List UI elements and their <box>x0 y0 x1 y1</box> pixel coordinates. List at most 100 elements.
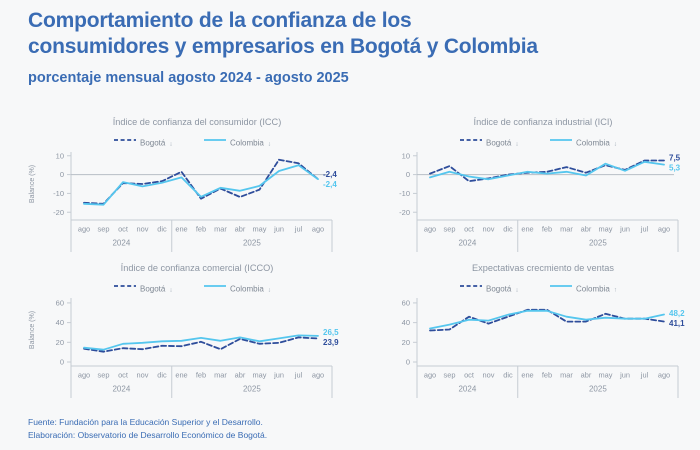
month-label: ago <box>312 225 324 234</box>
month-label: oct <box>118 225 128 234</box>
month-label: nov <box>483 225 495 234</box>
month-label: sep <box>98 225 110 234</box>
chart-legend: Bogotá ↓ Colombia ↓ <box>460 139 617 148</box>
y-tick-label: 20 <box>56 338 64 347</box>
year-label: 2024 <box>458 239 476 248</box>
y-axis-title: Balance (%) <box>29 165 36 203</box>
month-label: dic <box>503 225 513 234</box>
y-tick-label: -20 <box>399 208 410 217</box>
y-tick-label: 40 <box>402 318 410 327</box>
legend-label-colombia: Colombia ↓ <box>576 139 617 148</box>
trend-down-arrow-icon: ↓ <box>268 287 271 294</box>
legend-label-bogota: Bogotá ↓ <box>486 285 519 294</box>
chart-canvas: Índice de confianza del consumidor (ICC)… <box>29 117 337 252</box>
month-label: abr <box>581 371 592 380</box>
series-line-bogota <box>83 336 319 353</box>
month-label: jul <box>640 371 649 380</box>
month-label: jun <box>619 225 630 234</box>
month-label: jul <box>294 371 303 380</box>
month-label: nov <box>137 225 149 234</box>
trend-down-arrow-icon: ↓ <box>515 287 518 294</box>
end-value-label-bogota: -2,4 <box>323 170 337 179</box>
y-tick-label: 40 <box>56 318 64 327</box>
month-label: ene <box>521 371 533 380</box>
month-label: may <box>253 371 267 380</box>
chart-canvas: Índice de confianza comercial (ICCO) Bogo… <box>29 263 339 398</box>
month-label: ene <box>521 225 533 234</box>
legend-label-colombia: Colombia ↓ <box>230 285 271 294</box>
legend-label-bogota: Bogotá ↓ <box>140 285 173 294</box>
end-value-label-colombia: 26,5 <box>323 328 339 337</box>
footer-source: Fuente: Fundación para la Educación Supe… <box>28 417 263 427</box>
month-label: nov <box>137 371 149 380</box>
chart-title: Índice de confianza del consumidor (ICC) <box>113 117 282 127</box>
y-tick-label: -10 <box>399 189 410 198</box>
y-tick-label: 10 <box>56 151 64 160</box>
end-value-label-bogota: 41,1 <box>669 319 685 328</box>
chart-canvas: Índice de confianza industrial (ICI) Bogo… <box>399 117 681 252</box>
month-label: ene <box>175 371 187 380</box>
series-line-colombia <box>429 309 665 330</box>
chart-sales-growth-expectations: Expectativas crecmiento de ventas Bogotá ↓… <box>360 258 695 403</box>
y-tick-label: 20 <box>402 338 410 347</box>
month-label: abr <box>581 225 592 234</box>
month-label: may <box>599 371 613 380</box>
chart-title: Índice de confianza comercial (ICCO) <box>121 263 274 273</box>
month-label: may <box>599 225 613 234</box>
month-label: abr <box>235 225 246 234</box>
month-label: jul <box>640 225 649 234</box>
page-title: Comportamiento de la confianza de los con… <box>28 8 678 61</box>
footer-elaboration: Elaboración: Observatorio de Desarrollo … <box>28 429 268 440</box>
month-label: ago <box>424 371 436 380</box>
year-label: 2025 <box>243 385 261 394</box>
month-label: abr <box>235 371 246 380</box>
month-label: ago <box>78 225 90 234</box>
year-label: 2024 <box>458 385 476 394</box>
legend-label-colombia: Colombia ↓ <box>230 139 271 148</box>
month-label: jun <box>273 371 284 380</box>
y-axis-title: Balance (%) <box>29 311 36 349</box>
y-tick-label: 0 <box>406 170 410 179</box>
chart-legend: Bogotá ↓ Colombia ↑ <box>460 285 617 294</box>
page-header: Comportamiento de la confianza de los con… <box>28 8 678 86</box>
month-label: mar <box>214 225 227 234</box>
trend-down-arrow-icon: ↓ <box>268 141 271 148</box>
legend-label-bogota: Bogotá ↓ <box>486 139 519 148</box>
month-label: feb <box>542 225 552 234</box>
y-tick-label: 0 <box>60 170 64 179</box>
month-label: feb <box>196 371 206 380</box>
trend-down-arrow-icon: ↓ <box>169 141 172 148</box>
chart-title: Expectativas crecmiento de ventas <box>472 263 614 273</box>
month-label: nov <box>483 371 495 380</box>
page-title-line1: Comportamiento de la confianza de los <box>28 9 412 32</box>
trend-up-arrow-icon: ↑ <box>614 287 617 294</box>
y-tick-label: 60 <box>402 299 410 308</box>
legend-label-colombia: Colombia ↑ <box>576 285 617 294</box>
year-label: 2025 <box>589 385 607 394</box>
chart-industrial-confidence-ici: Índice de confianza industrial (ICI) Bogo… <box>360 112 695 257</box>
year-label: 2025 <box>243 239 261 248</box>
month-label: ago <box>312 371 324 380</box>
chart-commercial-confidence-icco: Índice de confianza comercial (ICCO) Bogo… <box>14 258 349 403</box>
legend-label-bogota: Bogotá ↓ <box>140 139 173 148</box>
month-label: dic <box>503 371 513 380</box>
chart-consumer-confidence-icc: Índice de confianza del consumidor (ICC)… <box>14 112 349 257</box>
page-footer: Fuente: Fundación para la Educación Supe… <box>28 416 267 442</box>
y-tick-label: -10 <box>53 189 64 198</box>
month-label: jun <box>273 225 284 234</box>
series-line-colombia <box>429 160 665 181</box>
trend-down-arrow-icon: ↓ <box>614 141 617 148</box>
year-label: 2024 <box>112 239 130 248</box>
end-value-label-colombia: 5,3 <box>669 164 681 173</box>
chart-legend: Bogotá ↓ Colombia ↓ <box>114 285 271 294</box>
year-label: 2025 <box>589 239 607 248</box>
month-label: oct <box>464 371 474 380</box>
y-tick-label: 0 <box>406 358 410 367</box>
month-label: mar <box>560 225 573 234</box>
month-label: ago <box>658 225 670 234</box>
trend-down-arrow-icon: ↓ <box>515 141 518 148</box>
month-label: sep <box>444 225 456 234</box>
y-tick-label: 10 <box>402 151 410 160</box>
y-tick-label: 60 <box>56 299 64 308</box>
page-title-line2: consumidores y empresarios en Bogotá y C… <box>28 35 538 59</box>
